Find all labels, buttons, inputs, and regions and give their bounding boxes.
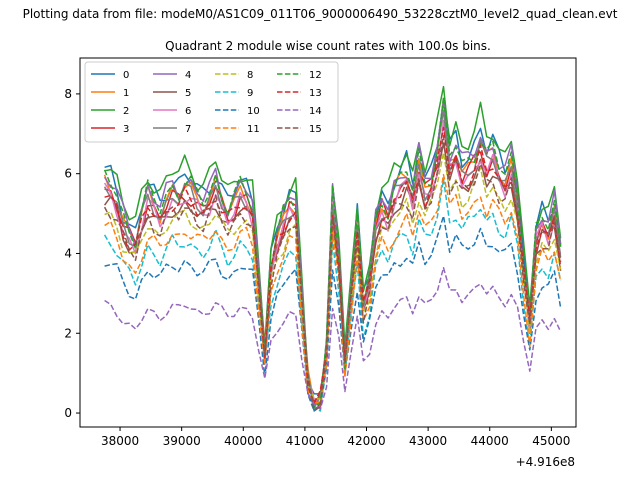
legend-label-3: 3 (123, 124, 129, 135)
series-line-3 (104, 122, 562, 409)
x-tick-label: 39000 (163, 434, 201, 448)
legend-box (84, 61, 339, 143)
legend-label-8: 8 (247, 70, 253, 81)
series-line-15 (103, 134, 562, 412)
x-tick-label: 44000 (471, 434, 509, 448)
series-line-10 (104, 215, 562, 412)
legend-label-12: 12 (309, 70, 322, 81)
x-tick-label: 42000 (347, 434, 385, 448)
legend-label-0: 0 (123, 70, 129, 81)
y-tick-label: 6 (64, 167, 72, 181)
x-tick-label: 45000 (532, 434, 570, 448)
chart-title: Quadrant 2 module wise count rates with … (165, 39, 491, 53)
x-tick-label: 43000 (409, 434, 447, 448)
legend-label-15: 15 (309, 124, 322, 135)
y-axis: 0 2 4 6 8 (64, 87, 80, 420)
legend-label-4: 4 (185, 70, 191, 81)
series-line-12 (103, 96, 562, 409)
x-offset-label: +4.916e8 (516, 455, 575, 469)
y-tick-label: 0 (64, 406, 72, 420)
plot-frame (79, 57, 577, 428)
x-axis: 38000 39000 40000 41000 42000 43000 44000 45000 (101, 427, 570, 448)
legend-label-7: 7 (185, 124, 191, 135)
x-tick-label: 40000 (224, 434, 262, 448)
legend-label-11: 11 (247, 124, 260, 135)
legend-label-14: 14 (309, 106, 322, 117)
legend-label-2: 2 (123, 106, 129, 117)
chart-suptitle: Plotting data from file: modeM0/AS1C09_0… (23, 7, 618, 21)
y-tick-label: 2 (64, 326, 72, 340)
legend-label-13: 13 (309, 88, 322, 99)
y-tick-label: 4 (64, 246, 72, 260)
series-line-11 (104, 173, 562, 404)
legend-label-10: 10 (247, 106, 260, 117)
legend-label-1: 1 (123, 88, 129, 99)
x-tick-label: 41000 (286, 434, 324, 448)
legend-label-6: 6 (185, 106, 191, 117)
series-line-14 (104, 266, 562, 410)
series-layer (103, 85, 562, 412)
x-tick-label: 38000 (101, 434, 139, 448)
y-tick-label: 8 (64, 87, 72, 101)
series-line-13 (104, 126, 562, 404)
legend-label-5: 5 (185, 88, 191, 99)
legend-label-9: 9 (247, 88, 253, 99)
